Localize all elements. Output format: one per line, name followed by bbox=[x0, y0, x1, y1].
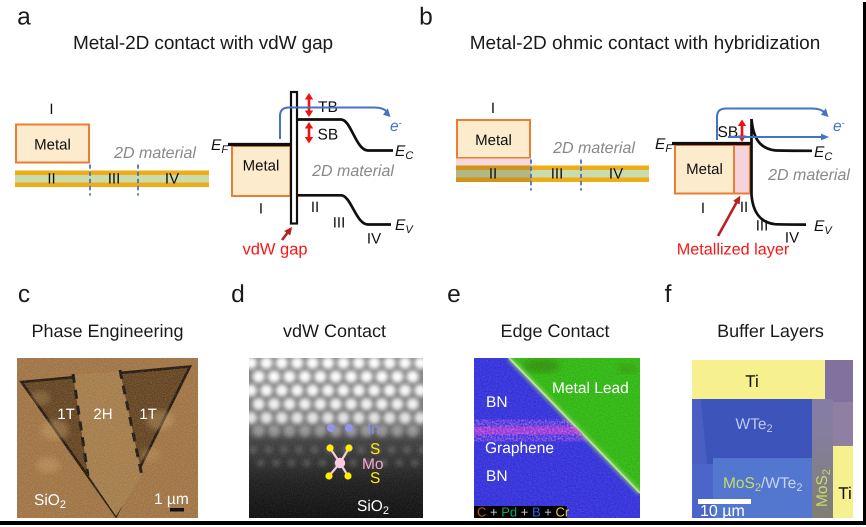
svg-text:In: In bbox=[367, 421, 380, 438]
svg-text:Graphene: Graphene bbox=[485, 440, 554, 457]
svg-text:1T: 1T bbox=[57, 406, 75, 423]
svg-text:IV: IV bbox=[609, 166, 623, 183]
svg-text:vdW Contact: vdW Contact bbox=[283, 321, 386, 341]
svg-text:I: I bbox=[49, 101, 53, 118]
svg-text:IV: IV bbox=[785, 230, 799, 247]
svg-text:S: S bbox=[370, 441, 380, 458]
svg-text:Metal-2D contact with vdW gap: Metal-2D contact with vdW gap bbox=[73, 33, 333, 54]
svg-text:c: c bbox=[18, 281, 30, 308]
svg-text:2D material: 2D material bbox=[311, 163, 394, 180]
svg-text:III: III bbox=[756, 218, 769, 235]
svg-text:MoS2: MoS2 bbox=[814, 469, 833, 507]
svg-text:II: II bbox=[740, 199, 748, 216]
svg-text:e: e bbox=[447, 281, 461, 308]
svg-text:1T: 1T bbox=[139, 406, 157, 423]
svg-text:Mo: Mo bbox=[362, 456, 384, 473]
svg-text:Metal-2D ohmic contact with hy: Metal-2D ohmic contact with hybridizatio… bbox=[470, 33, 821, 54]
svg-text:II: II bbox=[489, 166, 497, 183]
svg-text:Metallized layer: Metallized layer bbox=[677, 241, 790, 259]
svg-text:Phase Engineering: Phase Engineering bbox=[31, 321, 183, 341]
svg-text:Metal: Metal bbox=[686, 161, 723, 178]
svg-text:EF: EF bbox=[211, 137, 229, 156]
svg-text:d: d bbox=[231, 281, 245, 308]
svg-text:III: III bbox=[551, 166, 564, 183]
svg-text:2D material: 2D material bbox=[767, 167, 850, 184]
svg-text:I: I bbox=[701, 200, 705, 217]
svg-text:Edge Contact: Edge Contact bbox=[500, 321, 609, 341]
svg-text:IV: IV bbox=[165, 171, 179, 188]
svg-text:Ti: Ti bbox=[838, 484, 852, 503]
svg-text:e-: e- bbox=[833, 118, 845, 135]
svg-text:Metal: Metal bbox=[243, 158, 280, 175]
svg-text:MoS2/WTe2: MoS2/WTe2 bbox=[723, 475, 802, 494]
svg-text:b: b bbox=[419, 4, 433, 31]
svg-text:III: III bbox=[333, 215, 346, 232]
svg-text:BN: BN bbox=[486, 394, 508, 411]
svg-text:I: I bbox=[491, 100, 495, 117]
svg-text:Metal: Metal bbox=[475, 132, 512, 149]
svg-text:II: II bbox=[47, 171, 55, 188]
svg-text:Ti: Ti bbox=[745, 372, 759, 391]
svg-text:BN: BN bbox=[486, 468, 508, 485]
svg-text:2D material: 2D material bbox=[113, 145, 196, 162]
svg-text:EC: EC bbox=[395, 143, 413, 162]
svg-text:EV: EV bbox=[814, 218, 833, 237]
svg-text:SB: SB bbox=[318, 127, 339, 144]
svg-text:a: a bbox=[17, 4, 31, 31]
svg-text:1 µm: 1 µm bbox=[154, 491, 189, 508]
svg-text:vdW gap: vdW gap bbox=[242, 241, 307, 259]
svg-text:10 µm: 10 µm bbox=[700, 503, 745, 520]
svg-text:f: f bbox=[665, 281, 672, 308]
svg-text:Metal: Metal bbox=[34, 137, 71, 154]
svg-text:Metal Lead: Metal Lead bbox=[552, 380, 629, 397]
svg-text:SiO2: SiO2 bbox=[357, 498, 389, 517]
svg-text:EV: EV bbox=[395, 217, 414, 236]
svg-text:2D material: 2D material bbox=[552, 140, 635, 157]
svg-text:Buffer Layers: Buffer Layers bbox=[717, 321, 824, 341]
svg-text:e-: e- bbox=[390, 118, 402, 135]
svg-text:2H: 2H bbox=[93, 406, 112, 423]
svg-text:C + Pd + B + Cr: C + Pd + B + Cr bbox=[477, 505, 570, 520]
svg-text:WTe2: WTe2 bbox=[735, 416, 772, 435]
svg-text:IV: IV bbox=[367, 231, 381, 248]
svg-text:EF: EF bbox=[655, 136, 673, 155]
svg-text:SB: SB bbox=[718, 124, 739, 141]
svg-text:EC: EC bbox=[814, 144, 832, 163]
svg-text:I: I bbox=[259, 201, 263, 218]
svg-text:SiO2: SiO2 bbox=[34, 492, 66, 511]
svg-text:II: II bbox=[311, 199, 319, 216]
svg-text:III: III bbox=[108, 171, 121, 188]
svg-text:S: S bbox=[370, 470, 380, 487]
